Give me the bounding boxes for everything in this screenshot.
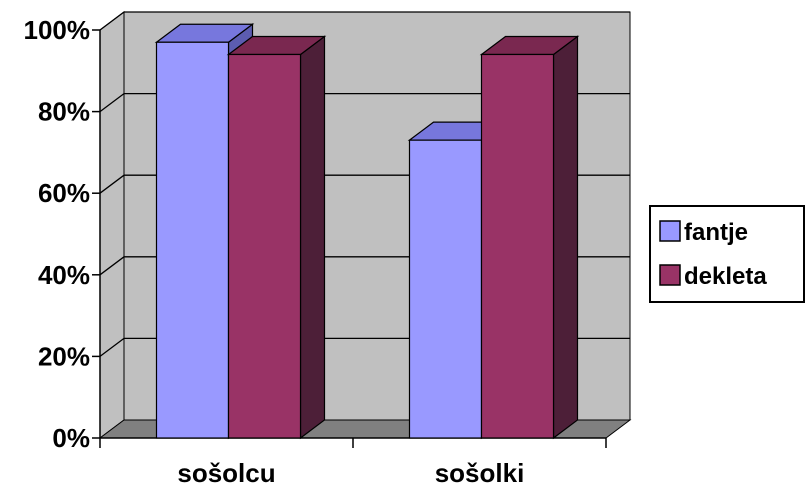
legend-label: dekleta [684, 263, 767, 290]
bar-front [155, 41, 230, 439]
gridline [99, 92, 630, 113]
legend: fantje dekleta [649, 205, 805, 303]
legend-swatch [659, 220, 681, 242]
axis-labels: 0% 20% 40% 60% 80% 100% sošolcu sošolki [24, 15, 525, 488]
bar-side [299, 35, 326, 440]
y-tick-label: 80% [38, 97, 90, 127]
bar [226, 35, 327, 440]
y-tick-label: 0% [52, 423, 90, 453]
y-tick-label: 100% [24, 15, 91, 45]
bar-front [480, 53, 555, 439]
side-wall [99, 11, 125, 439]
bar-front [227, 53, 302, 439]
bar [479, 35, 580, 440]
gridline [99, 11, 630, 31]
bars [154, 23, 580, 440]
legend-swatch [659, 264, 681, 286]
bar-side [552, 35, 579, 440]
x-tick-label: sošolcu [177, 458, 275, 488]
bar-front [408, 139, 483, 439]
legend-label: fantje [684, 219, 748, 246]
y-tick-label: 40% [38, 260, 90, 290]
y-tick-label: 20% [38, 341, 90, 371]
x-tick-label: sošolki [435, 458, 525, 488]
y-tick-label: 60% [38, 178, 90, 208]
